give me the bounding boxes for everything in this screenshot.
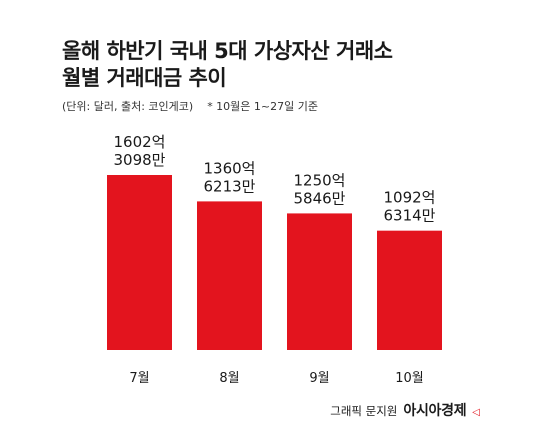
chart-subtitle: (단위: 달러, 출처: 코인게코) * 10월은 1~27일 기준 — [62, 98, 318, 114]
bar-1 — [107, 175, 172, 350]
data-label-2-line-1: 1360억 — [204, 159, 256, 177]
category-label-2: 8월 — [219, 371, 239, 386]
bar-4 — [377, 230, 442, 350]
unit-source-note: (단위: 달러, 출처: 코인게코) — [62, 100, 194, 113]
brand-logo: 아시아경제 — [403, 403, 467, 419]
title-line-1: 올해 하반기 국내 5대 가상자산 거래소 — [62, 39, 393, 63]
data-label-3-line-1: 1250억 — [294, 171, 346, 189]
bar-2 — [197, 201, 262, 350]
category-label-3: 9월 — [309, 371, 329, 386]
data-label-2-line-2: 6213만 — [204, 177, 256, 195]
category-label-1: 7월 — [129, 371, 149, 386]
credit: 그래픽 문지원 아시아경제 ◁ — [330, 400, 480, 420]
data-label-3-line-2: 5846만 — [294, 189, 346, 207]
period-note: * 10월은 1~27일 기준 — [207, 100, 318, 113]
data-label-1-line-2: 3098만 — [114, 151, 166, 169]
data-label-4-line-1: 1092억 — [384, 189, 436, 207]
category-label-4: 10월 — [395, 371, 424, 386]
bar-3 — [287, 213, 352, 350]
chart-title: 올해 하반기 국내 5대 가상자산 거래소 월별 거래대금 추이 — [62, 38, 393, 92]
graphic-credit: 그래픽 문지원 — [330, 404, 398, 418]
data-label-1-line-1: 1602억 — [114, 133, 166, 151]
data-label-4-line-2: 6314만 — [384, 207, 436, 225]
title-line-2: 월별 거래대금 추이 — [62, 66, 227, 90]
brand-mark-icon: ◁ — [472, 407, 480, 418]
